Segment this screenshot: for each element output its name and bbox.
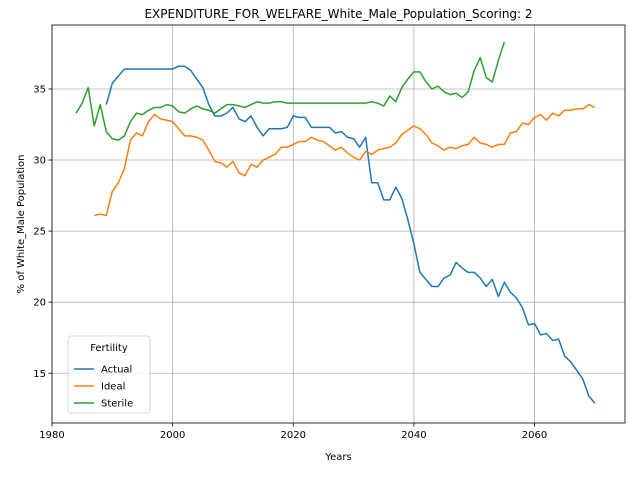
- legend-box: [67, 335, 151, 414]
- y-tick-label: 35: [33, 84, 46, 95]
- series-line-sterile: [75, 41, 506, 141]
- x-axis-label: Years: [324, 452, 351, 463]
- legend-items: Actual Ideal Sterile: [74, 365, 133, 410]
- x-tick-label: 2040: [401, 430, 426, 441]
- series-line-ideal: [94, 103, 596, 217]
- y-tick-label: 25: [33, 227, 46, 238]
- legend-label-actual: Actual: [101, 365, 132, 376]
- legend: Fertility Actual Ideal Sterile: [67, 335, 151, 414]
- y-tick-label: 20: [33, 298, 46, 309]
- series-layer: [75, 41, 596, 404]
- series-line-actual: [105, 65, 596, 404]
- x-tick-label: 2000: [160, 430, 185, 441]
- y-axis: 15 20 25 30 35: [33, 84, 52, 380]
- x-tick-label: 2020: [281, 430, 306, 441]
- y-axis-label: % of White_Male Population: [16, 155, 27, 294]
- x-axis: 1980 2000 2020 2040 2060: [39, 423, 547, 441]
- x-tick-label: 2060: [522, 430, 547, 441]
- x-tick-label: 1980: [39, 430, 64, 441]
- legend-label-sterile: Sterile: [101, 399, 133, 410]
- legend-label-ideal: Ideal: [101, 382, 125, 393]
- plot-frame: [51, 24, 626, 424]
- y-tick-label: 15: [33, 369, 46, 380]
- legend-title: Fertility: [90, 343, 128, 354]
- chart-title: EXPENDITURE_FOR_WELFARE_White_Male_Popul…: [144, 7, 532, 21]
- y-tick-label: 30: [33, 156, 46, 167]
